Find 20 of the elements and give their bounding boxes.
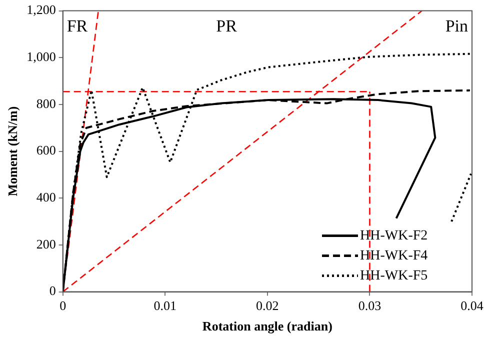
y-tick-label: 0 [49,283,56,298]
x-axis-title: Rotation angle (radian) [202,318,332,334]
legend-label: HH-WK-F2 [360,228,428,244]
y-tick-label: 1,200 [26,2,56,18]
x-tick-label: 0.04 [460,298,484,314]
annotation: PR [216,16,238,36]
y-tick-label: 1,000 [26,49,56,64]
x-tick-label: 0.03 [358,298,382,314]
legend-label: HH-WK-F4 [360,248,428,264]
x-tick-label: 0.02 [256,298,279,314]
y-axis-title: Moment (kN/m) [5,106,20,196]
y-tick-label: 600 [36,142,56,158]
y-tick-label: 400 [36,190,56,205]
y-tick-label: 200 [36,236,56,252]
y-tick-label: 800 [36,96,56,111]
annotation: Pin [445,16,468,36]
x-tick-label: 0.01 [154,298,177,314]
legend-label: HH-WK-F5 [360,268,428,284]
x-tick-label: 0 [60,298,66,314]
annotation: FR [66,16,88,36]
